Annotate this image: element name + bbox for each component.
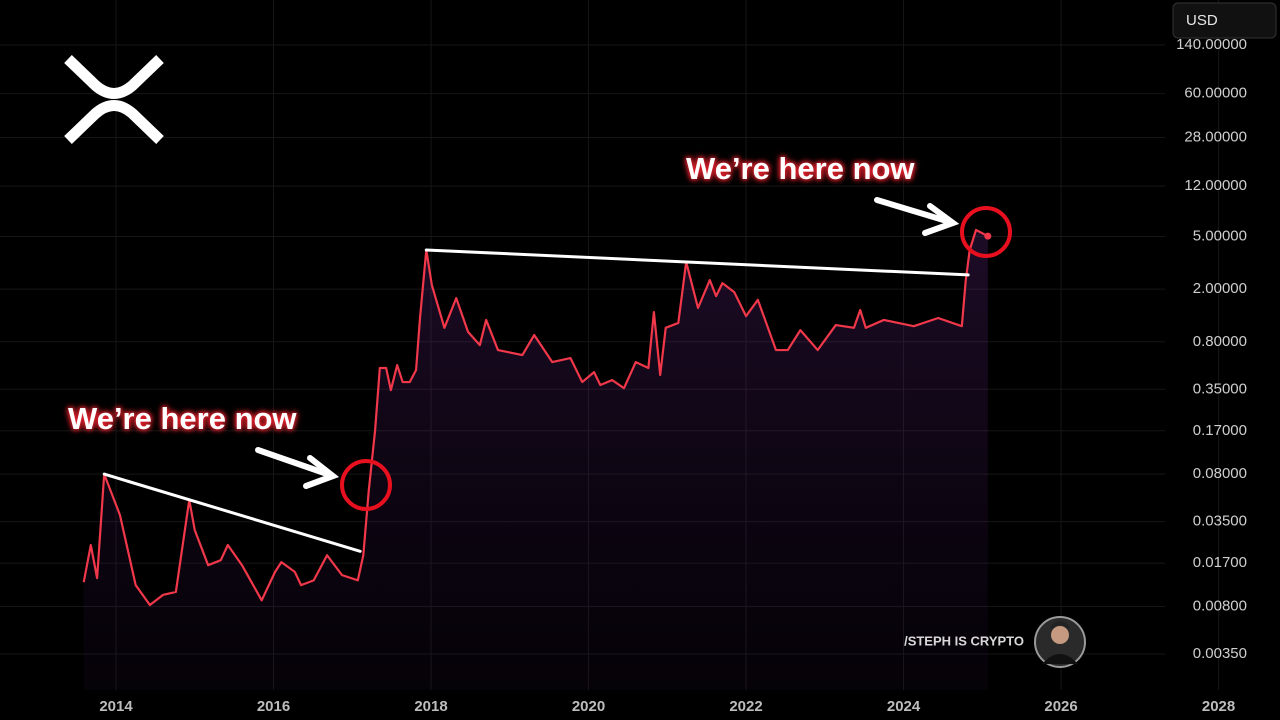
y-tick-label: 0.35000	[1193, 380, 1247, 397]
logo-bottom	[64, 100, 164, 144]
currency-button[interactable]: USD	[1172, 2, 1277, 39]
trendline	[424, 248, 970, 277]
arrow	[255, 447, 340, 489]
avatar-cap	[1051, 621, 1069, 630]
plot	[82, 228, 992, 690]
logo-top	[64, 55, 164, 99]
y-tick-label: 0.01700	[1193, 554, 1247, 571]
arrow-shaft	[874, 197, 953, 225]
x-tick-label: 2022	[729, 698, 762, 715]
trendline	[102, 472, 362, 553]
highlight-circle	[340, 459, 392, 511]
xrp-logo	[64, 55, 164, 144]
avatar	[1034, 616, 1086, 668]
annotation: We’re here now	[68, 401, 297, 436]
y-tick-label: 0.17000	[1193, 422, 1247, 439]
y-tick-label: 0.03500	[1193, 513, 1247, 530]
annotation: We’re here now	[686, 151, 915, 186]
axes: 0.00350 0.00800 0.01700 0.03500 0.08000 0.170…	[99, 36, 1247, 715]
price-line	[82, 228, 989, 607]
x-tick-label: 2016	[257, 698, 290, 715]
y-tick-label: 5.00000	[1193, 227, 1247, 244]
y-tick-label: 28.00000	[1184, 128, 1247, 145]
avatar-face	[1051, 626, 1069, 644]
avatar-body	[1042, 654, 1078, 664]
y-tick-label: 0.00800	[1193, 597, 1247, 614]
area	[83, 229, 988, 690]
x-tick-label: 2028	[1202, 698, 1235, 715]
x-tick-label: 2020	[572, 698, 605, 715]
button-bg[interactable]	[1172, 2, 1277, 39]
x-tick-label: 2014	[99, 698, 133, 715]
y-tick-label: 60.00000	[1184, 85, 1247, 102]
arrow-head	[303, 455, 340, 489]
credit: /STEPH IS CRYPTO	[904, 633, 1024, 648]
y-tick-label: 0.80000	[1193, 333, 1247, 350]
arrow	[874, 197, 960, 236]
highlight-circle	[960, 206, 1012, 258]
x-tick-label: 2024	[887, 698, 921, 715]
arrow-head	[922, 203, 960, 236]
last-point	[984, 232, 992, 240]
arrow-shaft	[255, 447, 333, 478]
y-tick-label: 12.00000	[1184, 177, 1247, 194]
y-tick-label: 140.00000	[1176, 36, 1247, 53]
y-tick-label: 0.08000	[1193, 465, 1247, 482]
y-tick-label: 2.00000	[1193, 280, 1247, 297]
button-label[interactable]: USD	[1186, 12, 1218, 29]
y-tick-label: 0.00350	[1193, 645, 1247, 662]
x-tick-label: 2026	[1044, 698, 1077, 715]
x-tick-label: 2018	[414, 698, 447, 715]
